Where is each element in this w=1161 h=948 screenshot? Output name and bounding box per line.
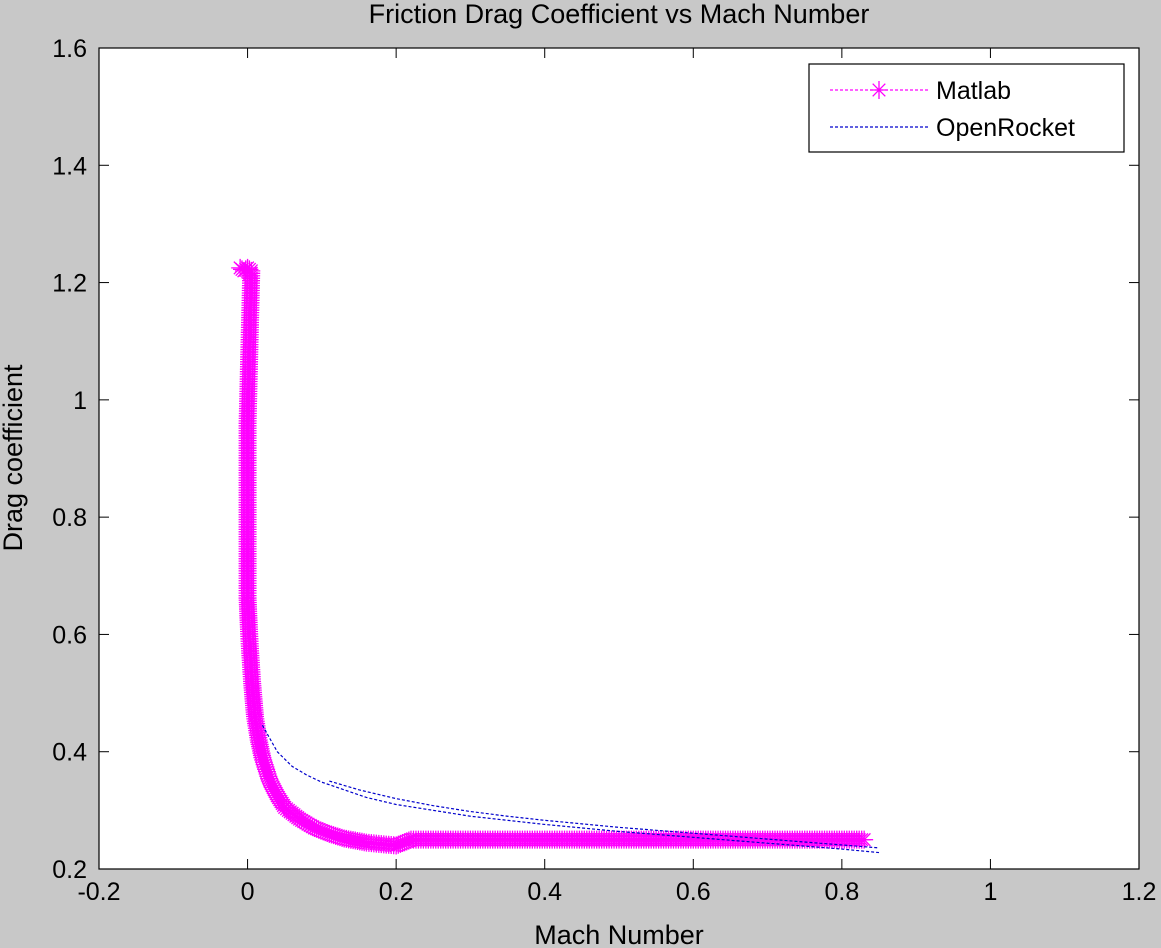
series-matlab [231,258,874,855]
data-point-matlab [254,753,273,772]
data-point-matlab [254,750,273,769]
x-tick-label: 0.8 [824,878,859,906]
data-point-matlab [260,769,279,788]
series-line-openrocket [329,780,880,849]
y-axis-label: Drag coefficient [0,364,28,552]
x-tick-label: 0.6 [676,878,711,906]
data-point-matlab [333,828,352,847]
y-tick-label: 0.6 [52,621,87,649]
data-point-matlab [311,821,330,840]
series-line-openrocket [261,725,880,854]
data-point-matlab [267,784,286,803]
data-point-matlab [322,825,341,844]
data-point-matlab [253,748,272,767]
x-tick-label: -0.2 [77,878,120,906]
data-point-matlab [266,782,285,801]
data-point-matlab [256,757,275,776]
data-point-matlab [313,822,332,841]
y-tick-label: 1.2 [52,270,87,298]
data-point-matlab [395,833,414,852]
x-tick-label: 0.2 [379,878,414,906]
data-point-matlab [391,834,410,853]
data-point-matlab [265,780,284,799]
legend-box [808,63,1125,153]
data-point-matlab [259,767,278,786]
data-point-matlab [855,830,874,849]
legend-label-matlab: Matlab [936,77,1011,105]
data-point-matlab [255,755,274,774]
y-tick-label: 1.6 [52,35,87,63]
data-point-matlab [258,764,277,783]
data-point-matlab [316,823,335,842]
data-point-matlab [257,762,276,781]
data-point-matlab [309,820,328,839]
data-point-matlab [393,834,412,853]
data-point-matlab [318,823,337,842]
data-point-matlab [320,824,339,843]
data-point-matlab [305,818,324,837]
x-tick-label: 0.4 [527,878,562,906]
legend: Matlab OpenRocket [808,63,1125,153]
y-tick-label: 1 [73,387,87,415]
plot-frame [98,47,1140,870]
series-openrocket [261,725,880,854]
y-tick-label: 0.2 [52,856,87,884]
data-point-matlab [330,828,349,847]
x-tick-label: 1.2 [1122,878,1157,906]
chart-title: Friction Drag Coefficient vs Mach Number [369,0,870,29]
data-point-matlab [264,778,283,797]
x-tick-label: 1 [983,878,997,906]
data-point-matlab [324,826,343,845]
data-point-matlab [257,760,276,779]
legend-marker-matlab [870,81,888,99]
data-point-matlab [389,835,408,854]
x-tick-label: 0 [241,878,255,906]
data-point-matlab [399,831,418,850]
y-tick-label: 0.8 [52,504,87,532]
x-axis-label: Mach Number [534,920,704,948]
data-point-matlab [262,776,281,795]
data-point-matlab [387,836,406,855]
plot-area [99,48,1139,869]
data-point-matlab [307,819,326,838]
data-point-matlab [397,832,416,851]
y-tick-label: 1.4 [52,152,87,180]
data-point-matlab [326,826,345,845]
legend-label-openrocket: OpenRocket [936,114,1075,142]
data-point-matlab [260,772,279,791]
data-point-matlab [261,774,280,793]
data-point-matlab [328,827,347,846]
y-tick-label: 0.4 [52,739,87,767]
